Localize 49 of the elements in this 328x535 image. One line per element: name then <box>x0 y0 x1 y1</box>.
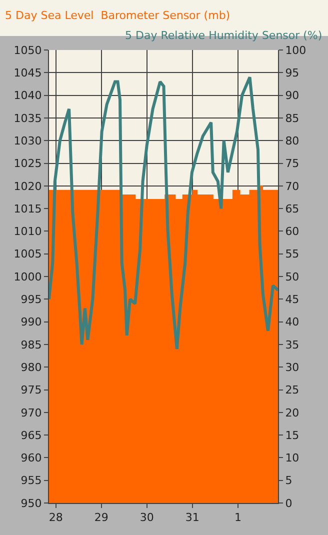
y-tick-label: 1045 <box>14 66 42 80</box>
y-tick-label: 955 <box>20 474 42 488</box>
y-tick-label: 960 <box>20 452 42 465</box>
y-tick-label: 1020 <box>14 180 42 193</box>
x-tick-label: 31 <box>185 511 200 524</box>
y2-tick-label: 100 <box>285 44 306 57</box>
y-tick-label: 970 <box>20 406 42 420</box>
y-tick-label: 1010 <box>14 225 42 238</box>
y-tick-label: 990 <box>20 316 42 329</box>
y2-tick-label: 95 <box>285 66 300 80</box>
y2-tick-label: 50 <box>285 270 300 284</box>
text: 5 Day Relative Humidity Sensor (%) <box>125 29 322 42</box>
y2-tick-label: 20 <box>285 406 300 420</box>
y2-tick-label: 90 <box>285 89 300 102</box>
y2-tick-label: 10 <box>285 452 300 465</box>
y-tick-label: 980 <box>20 360 42 374</box>
y2-tick-label: 65 <box>285 202 300 216</box>
x-tick-label: 1 <box>234 511 242 524</box>
y-tick-label: 965 <box>20 428 42 442</box>
y2-tick-label: 15 <box>285 428 300 442</box>
y-tick-label: 1030 <box>14 134 42 148</box>
y2-tick-label: 75 <box>285 157 300 170</box>
y-tick-label: 995 <box>20 293 42 306</box>
y2-tick-label: 55 <box>285 248 300 261</box>
y-tick-label: 1015 <box>14 202 42 216</box>
y2-tick-label: 60 <box>285 225 300 238</box>
text: 5 Day Sea Level Barometer Sensor (mb) <box>5 9 230 22</box>
y-tick-label: 1000 <box>14 270 42 284</box>
x-tick-label: 29 <box>94 511 108 524</box>
y2-tick-label: 45 <box>285 293 300 306</box>
y2-tick-label: 70 <box>285 180 300 193</box>
y2-tick-label: 35 <box>285 338 300 352</box>
y-tick-label: 975 <box>20 384 42 397</box>
x-tick-label: 28 <box>48 511 63 524</box>
y2-tick-label: 30 <box>285 360 300 374</box>
y2-tick-label: 85 <box>285 112 300 125</box>
y-tick-label: 1050 <box>14 44 42 57</box>
y-tick-label: 950 <box>20 496 42 510</box>
y-tick-label: 1005 <box>14 248 42 261</box>
y2-tick-label: 40 <box>285 316 300 329</box>
y-tick-label: 985 <box>20 338 42 352</box>
y2-tick-label: 25 <box>285 384 300 397</box>
y2-tick-label: 5 <box>285 474 292 488</box>
y2-tick-label: 0 <box>285 496 292 510</box>
y-tick-label: 1025 <box>14 157 42 170</box>
x-tick-label: 30 <box>140 511 154 524</box>
y-tick-label: 1040 <box>14 89 42 102</box>
y2-tick-label: 80 <box>285 134 300 148</box>
y-tick-label: 1035 <box>14 112 42 125</box>
